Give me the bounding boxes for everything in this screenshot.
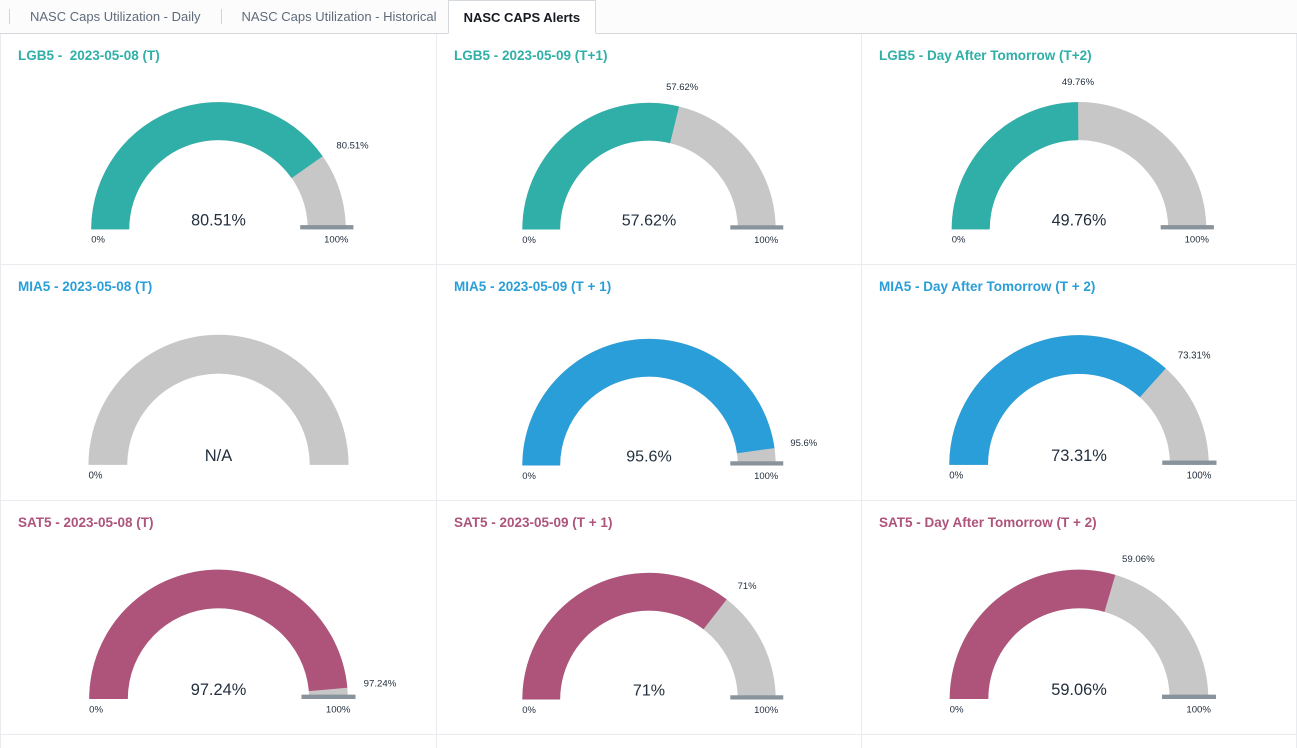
panel-title: LGB5 - Day After Tomorrow (T+2)	[879, 48, 1092, 63]
svg-text:49.76%: 49.76%	[1052, 212, 1107, 230]
svg-text:100%: 100%	[1187, 470, 1212, 481]
gauge-panel-partial	[437, 735, 862, 748]
gauge-chart[interactable]: 57.62% 57.62% 0% 100%	[437, 64, 861, 264]
gauge-panel-lgb5-t1: LGB5 - 2023-05-09 (T+1) 57.62% 57.62% 0% 10…	[437, 34, 862, 265]
gauge-panel-partial	[0, 735, 437, 748]
svg-text:73.31%: 73.31%	[1178, 350, 1211, 361]
gauge-chart[interactable]: 59.06% 59.06% 0% 100%	[862, 531, 1296, 734]
svg-text:100%: 100%	[326, 704, 351, 715]
svg-text:0%: 0%	[950, 704, 964, 715]
svg-text:0%: 0%	[89, 704, 103, 715]
svg-text:N/A: N/A	[205, 447, 232, 465]
gauge-chart[interactable]: N/A 0%	[1, 295, 436, 500]
svg-text:80.51%: 80.51%	[336, 141, 369, 152]
svg-text:0%: 0%	[522, 705, 536, 716]
gauge-panel-mia5-t: MIA5 - 2023-05-08 (T) N/A 0%	[0, 265, 437, 501]
gauge-panel-partial	[862, 735, 1297, 748]
panel-title: SAT5 - Day After Tomorrow (T + 2)	[879, 515, 1097, 530]
panel-title: MIA5 - Day After Tomorrow (T + 2)	[879, 279, 1096, 294]
tab-separator	[220, 9, 222, 24]
tab-nasc-caps-utilization-historical[interactable]: NASC Caps Utilization - Historical	[241, 9, 437, 24]
tab-nasc-caps-utilization-daily[interactable]: NASC Caps Utilization - Daily	[30, 9, 201, 24]
svg-text:71%: 71%	[633, 682, 665, 700]
svg-text:59.06%: 59.06%	[1122, 554, 1155, 565]
svg-text:0%: 0%	[522, 471, 536, 482]
svg-text:100%: 100%	[324, 235, 349, 246]
svg-text:95.6%: 95.6%	[790, 438, 817, 449]
panel-title: SAT5 - 2023-05-09 (T + 1)	[454, 515, 613, 530]
panel-title: LGB5 - 2023-05-08 (T)	[18, 48, 160, 63]
svg-text:100%: 100%	[1185, 235, 1210, 246]
gauge-chart[interactable]: 49.76% 49.76% 0% 100%	[862, 64, 1296, 264]
svg-text:0%: 0%	[91, 235, 105, 246]
gauge-panel-lgb5-t: LGB5 - 2023-05-08 (T) 80.51% 80.51% 0% 100%	[0, 34, 437, 265]
sheet-tab-bar: NASC Caps Utilization - Daily NASC Caps …	[0, 0, 1297, 34]
svg-text:97.24%: 97.24%	[364, 679, 397, 690]
tab-nasc-caps-alerts[interactable]: NASC CAPS Alerts	[447, 0, 597, 34]
svg-text:97.24%: 97.24%	[191, 681, 247, 699]
svg-text:59.06%: 59.06%	[1051, 681, 1107, 699]
gauge-chart[interactable]: 80.51% 80.51% 0% 100%	[1, 64, 436, 264]
panel-title: MIA5 - 2023-05-08 (T)	[18, 279, 153, 294]
panel-title: MIA5 - 2023-05-09 (T + 1)	[454, 279, 612, 294]
gauge-chart[interactable]: 71% 71% 0% 100%	[437, 531, 861, 734]
gauge-panel-sat5-t1: SAT5 - 2023-05-09 (T + 1) 71% 71% 0% 100%	[437, 501, 862, 735]
gauge-dashboard-grid: LGB5 - 2023-05-08 (T) 80.51% 80.51% 0% 100%…	[0, 34, 1297, 748]
svg-text:0%: 0%	[88, 470, 102, 481]
svg-text:0%: 0%	[949, 470, 963, 481]
svg-text:71%: 71%	[738, 581, 757, 592]
svg-text:57.62%: 57.62%	[666, 82, 699, 93]
svg-text:0%: 0%	[952, 235, 966, 246]
gauge-panel-lgb5-t2: LGB5 - Day After Tomorrow (T+2) 49.76% 49…	[862, 34, 1297, 265]
svg-text:100%: 100%	[754, 235, 779, 246]
panel-title: LGB5 - 2023-05-09 (T+1)	[454, 48, 608, 63]
gauge-chart[interactable]: 95.6% 95.6% 0% 100%	[437, 295, 861, 500]
svg-text:73.31%: 73.31%	[1051, 447, 1107, 465]
gauge-panel-sat5-t2: SAT5 - Day After Tomorrow (T + 2) 59.06%…	[862, 501, 1297, 735]
gauge-chart[interactable]: 97.24% 97.24% 0% 100%	[1, 531, 436, 734]
gauge-chart[interactable]: 73.31% 73.31% 0% 100%	[862, 295, 1296, 500]
svg-text:0%: 0%	[522, 235, 536, 246]
svg-text:100%: 100%	[1186, 704, 1211, 715]
gauge-panel-sat5-t: SAT5 - 2023-05-08 (T) 97.24% 97.24% 0% 100%	[0, 501, 437, 735]
svg-text:49.76%: 49.76%	[1062, 77, 1095, 88]
svg-text:57.62%: 57.62%	[622, 212, 676, 230]
gauge-panel-mia5-t1: MIA5 - 2023-05-09 (T + 1) 95.6% 95.6% 0% 10…	[437, 265, 862, 501]
gauge-panel-mia5-t2: MIA5 - Day After Tomorrow (T + 2) 73.31%…	[862, 265, 1297, 501]
svg-text:100%: 100%	[754, 471, 779, 482]
svg-text:95.6%: 95.6%	[626, 448, 672, 466]
svg-text:100%: 100%	[754, 705, 779, 716]
svg-text:80.51%: 80.51%	[191, 212, 246, 230]
panel-title: SAT5 - 2023-05-08 (T)	[18, 515, 154, 530]
tab-separator	[9, 9, 10, 24]
